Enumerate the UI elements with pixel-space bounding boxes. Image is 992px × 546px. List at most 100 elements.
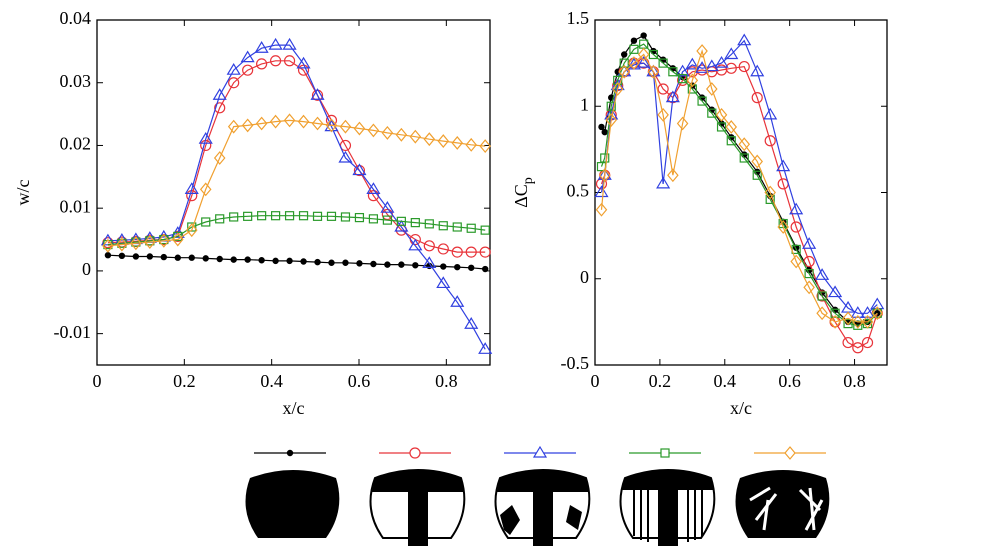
marker	[601, 128, 608, 136]
marker	[202, 255, 209, 262]
marker	[256, 58, 268, 70]
marker	[226, 63, 241, 75]
shape-icon	[633, 490, 703, 542]
marker	[618, 64, 630, 79]
marker	[284, 211, 295, 221]
marker	[816, 290, 828, 302]
marker	[707, 108, 717, 118]
x-tick-label: 0.6	[778, 371, 801, 391]
marker	[685, 57, 700, 70]
marker	[257, 211, 267, 221]
marker	[130, 236, 142, 251]
marker	[686, 73, 699, 88]
marker	[340, 212, 351, 222]
marker	[466, 223, 476, 233]
marker	[676, 116, 689, 131]
y-tick-label: 1	[580, 94, 589, 114]
marker	[817, 291, 827, 301]
marker	[656, 176, 671, 189]
marker	[697, 96, 707, 106]
marker	[479, 139, 491, 154]
marker	[595, 202, 608, 217]
marker	[310, 88, 325, 100]
marker	[395, 127, 408, 142]
marker	[640, 32, 647, 39]
marker	[382, 215, 392, 225]
marker	[852, 342, 864, 354]
x-tick-label: 0.8	[843, 371, 866, 391]
marker	[724, 47, 739, 60]
marker	[763, 107, 778, 120]
y-axis-label-subscript: p	[521, 177, 536, 184]
marker	[255, 116, 268, 131]
marker	[725, 62, 737, 74]
marker	[480, 225, 490, 235]
marker	[339, 119, 352, 134]
marker	[185, 223, 198, 238]
plot-frame	[96, 19, 491, 366]
marker	[816, 306, 828, 321]
marker	[872, 308, 882, 318]
marker	[396, 216, 406, 226]
marker	[804, 268, 814, 279]
marker	[366, 182, 381, 194]
marker	[398, 261, 405, 268]
y-tick-label: 1.5	[567, 8, 590, 28]
marker	[104, 252, 112, 259]
y-tick-label: 0.01	[60, 196, 92, 216]
marker	[187, 222, 197, 232]
marker	[100, 233, 115, 246]
marker	[230, 256, 237, 263]
marker	[830, 308, 840, 318]
marker	[423, 240, 435, 252]
marker	[738, 60, 750, 73]
marker	[312, 211, 323, 221]
marker	[286, 257, 293, 265]
marker	[842, 336, 854, 349]
marker	[423, 132, 436, 147]
marker	[464, 317, 479, 329]
marker	[132, 253, 140, 260]
marker	[384, 261, 391, 268]
x-axis-label: x/c	[283, 398, 305, 418]
marker	[158, 233, 170, 248]
shape-icon	[749, 486, 824, 531]
y-tick-label: 0.03	[60, 71, 92, 91]
marker	[213, 151, 226, 165]
marker	[706, 82, 718, 96]
marker	[244, 256, 251, 263]
y-tick-label: 0	[580, 267, 589, 287]
marker	[790, 221, 802, 233]
marker	[229, 212, 239, 222]
marker	[412, 262, 419, 269]
marker	[296, 56, 311, 69]
marker	[272, 257, 279, 265]
marker	[628, 56, 640, 71]
marker	[326, 211, 337, 221]
marker	[199, 182, 212, 197]
marker	[752, 170, 762, 180]
marker	[356, 260, 363, 267]
marker	[861, 336, 874, 349]
marker	[739, 153, 749, 163]
marker	[850, 306, 865, 318]
marker	[803, 255, 815, 268]
marker	[314, 258, 321, 266]
marker	[172, 232, 184, 247]
series-line	[107, 215, 486, 246]
y-tick-label: -0.5	[561, 353, 590, 373]
marker	[160, 253, 168, 261]
marker	[829, 314, 841, 329]
series-line	[107, 44, 486, 350]
marker	[298, 211, 309, 221]
marker	[751, 92, 763, 104]
marker	[342, 259, 349, 266]
marker	[605, 113, 618, 127]
marker	[852, 314, 864, 329]
marker	[646, 64, 661, 77]
marker	[451, 246, 463, 258]
marker	[606, 101, 616, 111]
y-axis-label: ΔCp	[511, 177, 536, 208]
plot-frame	[594, 19, 888, 366]
